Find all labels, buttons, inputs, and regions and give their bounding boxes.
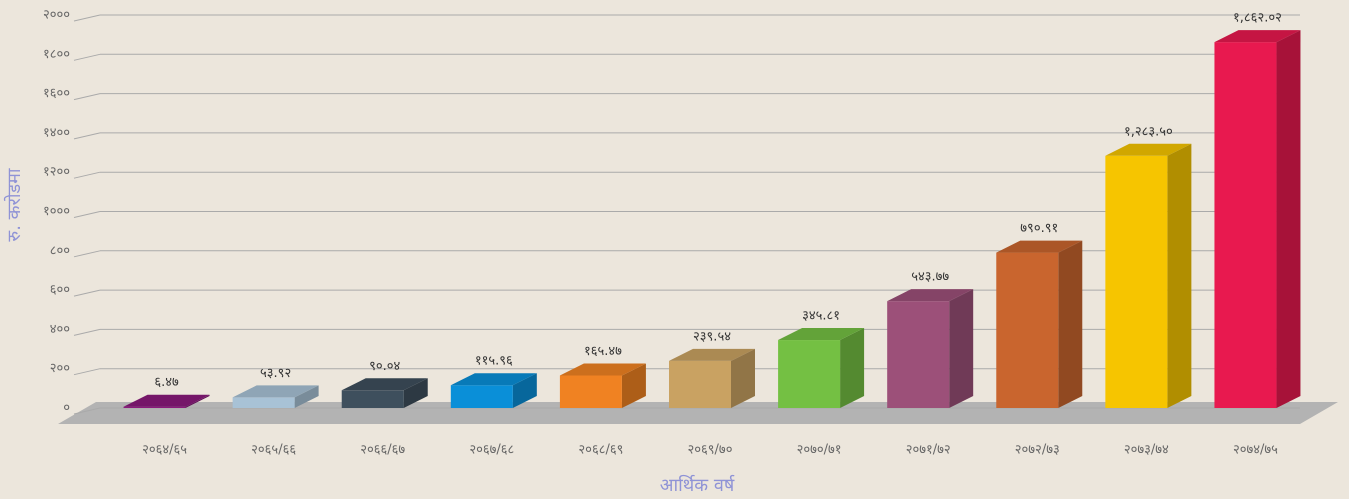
y-tick-label: ६०० bbox=[50, 283, 70, 298]
bar-side bbox=[1276, 30, 1300, 408]
bar-side bbox=[840, 328, 864, 408]
x-tick-label: २०६६/६७ bbox=[360, 443, 405, 458]
x-tick-label: २०६८/६९ bbox=[578, 443, 623, 458]
bar bbox=[342, 390, 404, 408]
bar bbox=[996, 253, 1058, 408]
y-tick-label: १८०० bbox=[43, 47, 70, 62]
value-label: ३४५.८१ bbox=[802, 309, 840, 324]
value-label: २३९.५४ bbox=[693, 329, 731, 344]
value-label: ५४३.७७ bbox=[911, 270, 949, 285]
x-tick-label: २०७२/७३ bbox=[1015, 443, 1060, 458]
bar bbox=[778, 340, 840, 408]
y-tick-label: १२०० bbox=[43, 165, 70, 180]
value-label: ११५.९६ bbox=[475, 354, 513, 369]
y-tick-label: ८०० bbox=[50, 243, 70, 258]
y-tick-label: २०० bbox=[50, 361, 70, 376]
bar bbox=[124, 407, 186, 408]
page: आर्थिक वर्ष रु. करोडमा ० २०० ४०० ६०० ८०० १०००… bbox=[0, 0, 1349, 499]
x-tick-label: २०७३/७४ bbox=[1124, 443, 1169, 458]
x-tick-label: २०६९/७० bbox=[688, 443, 733, 458]
bar bbox=[1105, 156, 1167, 408]
y-tick-label: ० bbox=[63, 401, 70, 416]
value-label: ६.४७ bbox=[154, 375, 179, 390]
y-axis-title: रु. करोडमा bbox=[3, 168, 25, 241]
x-axis-title: आर्थिक वर्ष bbox=[660, 474, 736, 496]
y-tick-label: १४०० bbox=[43, 125, 70, 140]
x-tick-label: २०७४/७५ bbox=[1233, 443, 1278, 458]
chart: आर्थिक वर्ष रु. करोडमा ० २०० ४०० ६०० ८०० १०००… bbox=[0, 0, 1349, 499]
bar bbox=[451, 385, 513, 408]
x-tick-label: २०६७/६८ bbox=[469, 443, 514, 458]
y-tick-label: १६०० bbox=[43, 86, 70, 101]
value-label: ७९०.९१ bbox=[1020, 221, 1058, 236]
bar bbox=[233, 397, 295, 408]
value-label: १,८६२.०२ bbox=[1233, 11, 1282, 26]
bar bbox=[887, 301, 949, 408]
x-tick-label: २०६४/६५ bbox=[142, 443, 187, 458]
x-tick-label: २०७०/७१ bbox=[797, 443, 842, 458]
x-tick-label: २०६५/६६ bbox=[251, 443, 296, 458]
bar-side bbox=[949, 289, 973, 408]
value-label: ५३.९२ bbox=[260, 366, 291, 381]
bar bbox=[669, 361, 731, 408]
y-tick-label: १००० bbox=[43, 204, 70, 219]
x-tick-label: २०७१/७२ bbox=[906, 443, 951, 458]
value-label: ९०.०४ bbox=[369, 359, 400, 374]
value-label: १६५.४७ bbox=[584, 344, 622, 359]
bar bbox=[560, 375, 622, 408]
y-tick-label: २००० bbox=[43, 8, 70, 23]
value-label: १,२८३.५० bbox=[1124, 124, 1173, 139]
bar-side bbox=[1167, 144, 1191, 408]
bar-side bbox=[1058, 241, 1082, 408]
y-tick-label: ४०० bbox=[50, 322, 70, 337]
bar bbox=[1214, 42, 1276, 408]
